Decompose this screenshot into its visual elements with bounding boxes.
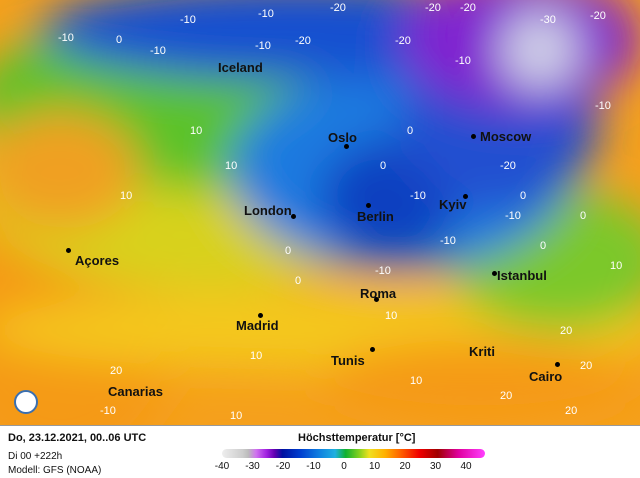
isotherm-label: -10: [100, 405, 116, 417]
city-marker: [471, 134, 476, 139]
legend-title: Höchsttemperatur [°C]: [298, 432, 416, 444]
legend-tick: 20: [399, 461, 411, 472]
legend-tick: 30: [429, 461, 442, 472]
city-label: Moscow: [480, 129, 532, 144]
city-label: Madrid: [236, 318, 279, 333]
isotherm-label: 0: [116, 34, 123, 46]
city-label: Kriti: [469, 344, 495, 359]
temperature-map[interactable]: Iceland Oslo Moscow London Berlin Kyiv Açores I…: [0, 0, 640, 426]
isotherm-label: -20: [395, 35, 411, 47]
legend-tick: 40: [460, 461, 472, 472]
legend-tick: -10: [306, 461, 321, 472]
isotherm-label: 0: [580, 210, 587, 222]
isotherm-label: -10: [440, 235, 456, 247]
isotherm-label: 10: [120, 190, 133, 202]
isotherm-label: 0: [285, 245, 292, 257]
isotherm-label: -20: [295, 35, 311, 47]
city-marker: [258, 313, 263, 318]
city-marker: [555, 362, 560, 367]
isotherm-label: 0: [407, 125, 414, 137]
color-scale-bar: [222, 449, 485, 458]
isotherm-label: -10: [455, 55, 471, 67]
legend-tick: -40: [214, 461, 230, 472]
city-label: Canarias: [108, 384, 163, 399]
forecast-date: Do, 23.12.2021, 00..06 UTC: [8, 432, 147, 444]
city-label: Iceland: [218, 60, 263, 75]
isotherm-label: -10: [255, 40, 271, 52]
isotherm-label: 20: [580, 360, 593, 372]
city-label: Istanbul: [497, 268, 547, 283]
logo-icon: [14, 390, 38, 414]
isotherm-label: 10: [250, 350, 263, 362]
footer: Do, 23.12.2021, 00..06 UTC Di 00 +222h M…: [0, 427, 640, 478]
city-label: Açores: [75, 253, 120, 268]
isotherm-label: -10: [595, 100, 611, 112]
isotherm-label: 0: [380, 160, 387, 172]
isotherm-label: -20: [590, 10, 606, 22]
isotherm-label: 10: [190, 125, 203, 137]
isotherm-label: 10: [610, 260, 623, 272]
city-label: Tunis: [331, 353, 365, 368]
city-label: Berlin: [357, 209, 394, 224]
isotherm-label: -20: [330, 2, 346, 14]
isotherm-label: -30: [540, 14, 556, 26]
legend-tick: -30: [245, 461, 260, 472]
isotherm-label: 0: [295, 275, 302, 287]
isotherm-label: -10: [375, 265, 391, 277]
isotherm-label: 0: [540, 240, 547, 252]
isotherm-label: 10: [230, 410, 243, 422]
isotherm-label: -20: [460, 2, 476, 14]
isotherm-label: 10: [410, 375, 423, 387]
city-marker: [344, 144, 349, 149]
isotherm-label: 20: [560, 325, 573, 337]
city-label: Kyiv: [439, 197, 467, 212]
isotherm-label: -10: [258, 8, 274, 20]
city-marker: [291, 214, 296, 219]
city-label: Roma: [360, 286, 397, 301]
city-label: Oslo: [328, 130, 357, 145]
city-marker: [366, 203, 371, 208]
isotherm-label: -10: [180, 14, 196, 26]
city-marker: [374, 297, 379, 302]
model-name: Modell: GFS (NOAA): [8, 465, 102, 476]
city-marker: [370, 347, 375, 352]
isotherm-label: -10: [58, 32, 74, 44]
city-label: Cairo: [529, 369, 563, 384]
isotherm-label: -10: [410, 190, 426, 202]
isotherm-label: 20: [110, 365, 123, 377]
legend-tick: -20: [275, 461, 291, 472]
isotherm-label: -20: [425, 2, 441, 14]
city-marker: [66, 248, 71, 253]
isotherm-label: 20: [565, 405, 578, 417]
isotherm-label: 0: [520, 190, 527, 202]
isotherm-label: 10: [385, 310, 398, 322]
legend-tick: 0: [341, 461, 347, 472]
city-marker: [463, 194, 468, 199]
city-label: London: [244, 203, 292, 218]
isotherm-label: 20: [500, 390, 513, 402]
isotherm-label: 10: [225, 160, 238, 172]
isotherm-label: -10: [150, 45, 166, 57]
isotherm-label: -20: [500, 160, 516, 172]
temperature-field: [0, 0, 640, 425]
model-run: Di 00 +222h: [8, 451, 63, 462]
legend-tick: 10: [368, 461, 381, 472]
city-marker: [492, 271, 497, 276]
isotherm-label: -10: [505, 210, 521, 222]
